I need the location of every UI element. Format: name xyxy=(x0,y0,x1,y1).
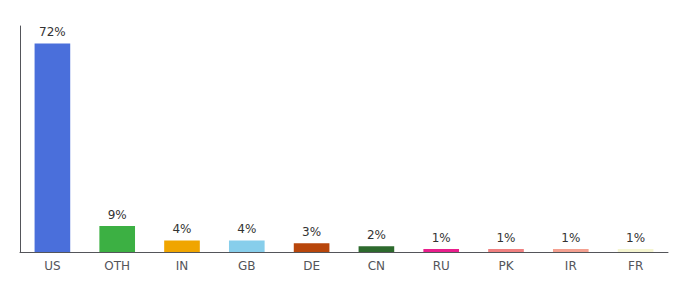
svg-text:US: US xyxy=(44,259,60,273)
svg-text:GB: GB xyxy=(238,259,256,273)
svg-text:IN: IN xyxy=(176,259,189,273)
svg-text:1%: 1% xyxy=(561,231,580,245)
svg-text:IR: IR xyxy=(565,259,577,273)
svg-text:72%: 72% xyxy=(39,25,66,39)
svg-text:2%: 2% xyxy=(367,228,386,242)
svg-text:CN: CN xyxy=(368,259,385,273)
svg-text:DE: DE xyxy=(303,259,320,273)
svg-text:PK: PK xyxy=(498,259,514,273)
svg-text:RU: RU xyxy=(433,259,450,273)
svg-text:OTH: OTH xyxy=(104,259,130,273)
svg-text:9%: 9% xyxy=(108,208,127,222)
svg-text:4%: 4% xyxy=(237,222,256,236)
svg-text:FR: FR xyxy=(628,259,643,273)
svg-text:4%: 4% xyxy=(172,222,191,236)
svg-text:1%: 1% xyxy=(626,231,645,245)
svg-text:3%: 3% xyxy=(302,225,321,239)
svg-text:1%: 1% xyxy=(432,231,451,245)
svg-text:1%: 1% xyxy=(496,231,515,245)
